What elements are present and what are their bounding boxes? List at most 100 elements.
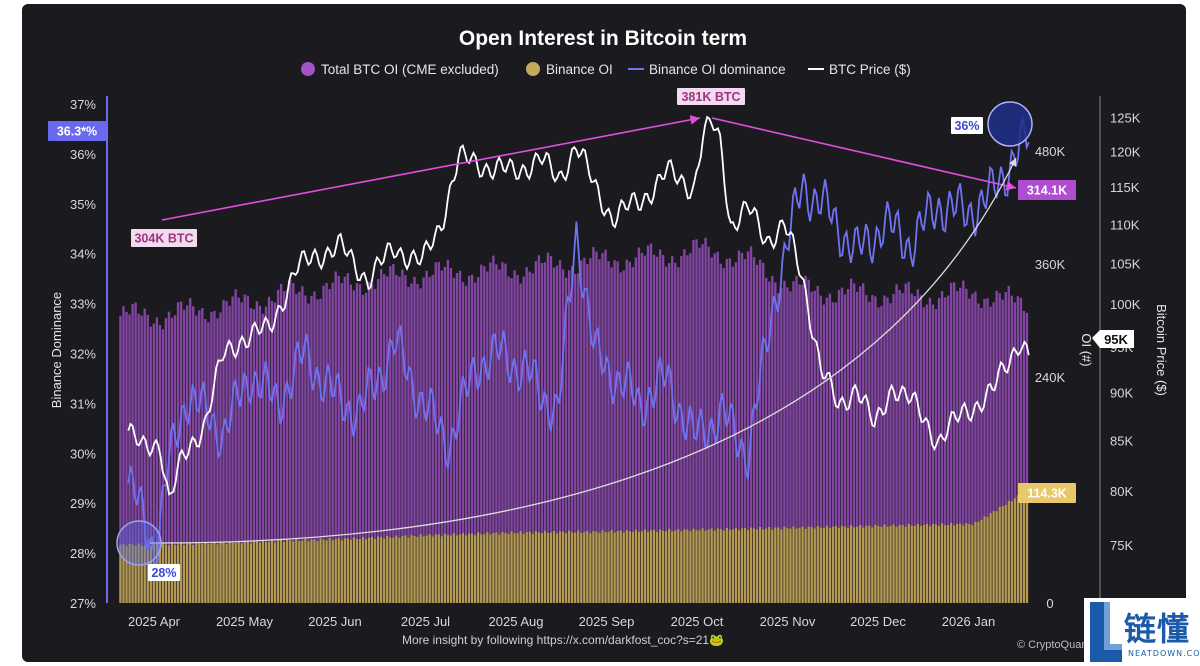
total-oi-bar	[440, 270, 443, 537]
binance-oi-bar	[204, 541, 207, 603]
binance-oi-bar	[619, 530, 622, 603]
total-oi-bar	[992, 302, 995, 511]
binance-oi-bar	[522, 533, 525, 603]
total-oi-bar	[380, 269, 383, 538]
total-oi-bar	[765, 277, 768, 529]
total-oi-bar	[461, 282, 465, 534]
binance-oi-bar	[871, 527, 874, 603]
binance-oi-bar	[855, 526, 859, 603]
binance-oi-bar	[273, 542, 277, 603]
left-tick-label: 34%	[70, 247, 96, 262]
total-oi-bar	[743, 259, 747, 528]
total-oi-bar	[937, 298, 941, 526]
total-oi-bar	[674, 262, 677, 531]
binance-oi-bar	[962, 525, 965, 603]
binance-oi-bar	[640, 531, 644, 603]
binance-oi-bar	[331, 540, 334, 603]
binance-oi-bar	[301, 540, 304, 603]
binance-oi-bar	[1001, 506, 1004, 603]
total-oi-bar	[267, 296, 271, 542]
total-oi-bar	[470, 274, 474, 534]
binance-oi-bar	[543, 530, 547, 603]
binance-oi-bar	[586, 530, 589, 603]
binance-oi-bar	[295, 539, 298, 603]
total-oi-bar	[971, 293, 974, 526]
binance-oi-bar	[270, 539, 274, 603]
binance-oi-bar	[267, 541, 271, 603]
dominance-line	[127, 116, 1030, 575]
total-oi-bar	[319, 298, 322, 539]
binance-oi-bar	[707, 529, 710, 603]
oi-trend-arrow	[161, 115, 701, 221]
binance-oi-bar	[458, 534, 462, 603]
binance-oi-bar	[222, 542, 225, 603]
binance-oi-bar	[810, 526, 813, 603]
total-oi-bar	[807, 279, 810, 527]
total-oi-bar	[840, 287, 844, 526]
total-oi-bar	[273, 302, 277, 543]
total-oi-bar	[301, 286, 304, 541]
total-oi-bar	[940, 291, 944, 524]
total-oi-bar	[953, 282, 956, 526]
total-oi-bar	[931, 304, 935, 524]
binance-oi-bar	[122, 543, 125, 603]
total-oi-bar	[852, 283, 856, 528]
x-tick-label: 2025 Jun	[308, 614, 362, 629]
total-oi-bar	[695, 239, 698, 531]
total-oi-bar	[862, 283, 865, 528]
binance-oi-bar	[125, 546, 128, 603]
total-oi-bar	[425, 270, 428, 536]
legend-label: BTC Price ($)	[829, 62, 911, 77]
binance-oi-bar	[722, 530, 725, 603]
total-oi-bar	[595, 251, 598, 532]
total-oi-bar	[598, 259, 601, 533]
total-oi-bar	[249, 308, 252, 544]
binance-oi-bar	[352, 537, 356, 603]
binance-oi-bar	[516, 532, 519, 603]
total-oi-bar	[655, 256, 659, 532]
total-oi-bar	[507, 276, 510, 534]
total-oi-bar	[783, 280, 786, 527]
total-oi-bar	[746, 251, 750, 531]
total-oi-bar	[586, 264, 589, 531]
binance-oi-bar	[370, 536, 374, 603]
total-oi-bar	[522, 276, 525, 534]
total-oi-bar	[843, 294, 847, 527]
binance-oi-bar	[404, 535, 407, 603]
total-oi-bar	[752, 257, 756, 529]
chart-title: Open Interest in Bitcoin term	[459, 27, 747, 50]
total-oi-bar	[680, 256, 683, 532]
binance-oi-bar	[189, 543, 192, 603]
dominance-low-circle	[116, 520, 162, 566]
annotation-oi-start: 304K BTC	[134, 232, 193, 246]
total-oi-bar	[898, 290, 901, 525]
total-oi-bar	[619, 272, 622, 531]
binance-oi-bar	[922, 524, 926, 603]
total-oi-bar	[646, 245, 650, 532]
total-oi-bar	[313, 291, 316, 540]
x-tick-label: 2025 Dec	[850, 614, 906, 629]
binance-oi-bar	[349, 539, 353, 603]
binance-oi-bar	[755, 529, 759, 603]
binance-oi-bar	[598, 532, 601, 603]
binance-oi-bar	[704, 530, 707, 603]
total-oi-bar	[501, 262, 504, 532]
total-oi-bar	[510, 278, 513, 532]
total-oi-bar	[473, 282, 477, 536]
binance-oi-bar	[143, 545, 146, 603]
binance-oi-bar	[386, 535, 389, 603]
total-oi-current-badge-bg	[1018, 180, 1076, 200]
total-oi-bar	[370, 283, 374, 537]
x-tick-label: 2025 Jul	[401, 614, 450, 629]
binance-oi-bar	[940, 523, 944, 603]
left-tick-label: 27%	[70, 596, 96, 611]
dominance-current-badge-bg	[48, 121, 106, 141]
total-oi-bar	[504, 263, 507, 533]
total-oi-bar	[798, 284, 801, 528]
annotation-oi-start-bg	[131, 229, 197, 247]
total-oi-bar	[161, 329, 165, 544]
total-oi-bar	[686, 255, 689, 530]
binance-oi-bar	[389, 537, 392, 603]
binance-oi-bar	[179, 542, 183, 603]
total-oi-bar	[734, 262, 738, 528]
